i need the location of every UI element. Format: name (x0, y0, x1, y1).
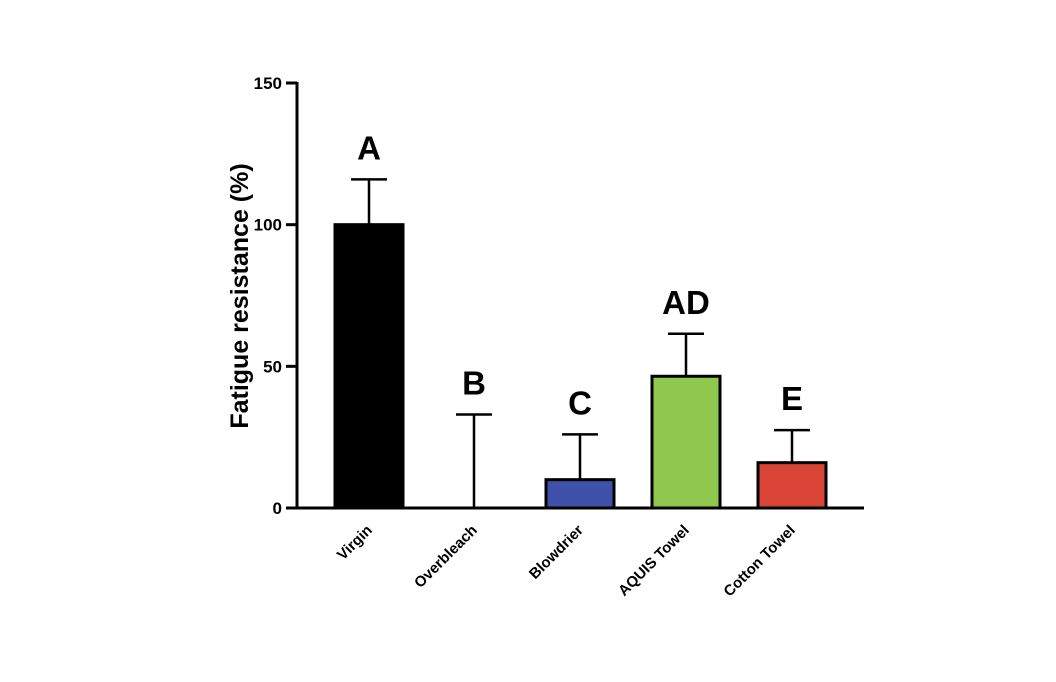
bar-cotton-towel (756, 461, 828, 510)
x-tick-label: AQUIS Towel (615, 522, 693, 600)
error-bars (351, 178, 810, 508)
bar-blowdrier (544, 478, 616, 510)
bar-aquis-towel (650, 374, 722, 510)
y-tick-label: 150 (254, 74, 282, 93)
y-tick-label: 50 (263, 357, 282, 376)
significance-label: C (568, 384, 592, 421)
y-axis-label: Fatigue resistance (%) (226, 163, 254, 428)
significance-labels: A B C AD E (357, 129, 803, 421)
significance-label: B (462, 365, 486, 402)
x-axis-category-labels: Virgin Overbleach Blowdrier AQUIS Towel Cott… (334, 522, 799, 601)
y-axis-ticks: 0 50 100 150 (254, 74, 297, 518)
x-tick-label: Virgin (334, 522, 376, 564)
x-tick-label: Blowdrier (526, 522, 587, 583)
y-tick-label: 0 (273, 499, 282, 518)
x-tick-label: Cotton Towel (720, 522, 798, 600)
x-tick-label: Overbleach (411, 522, 481, 592)
bar-virgin (333, 223, 405, 510)
significance-label: E (781, 380, 803, 417)
significance-label: AD (662, 284, 710, 321)
significance-label: A (357, 129, 381, 166)
y-tick-label: 100 (254, 216, 282, 235)
